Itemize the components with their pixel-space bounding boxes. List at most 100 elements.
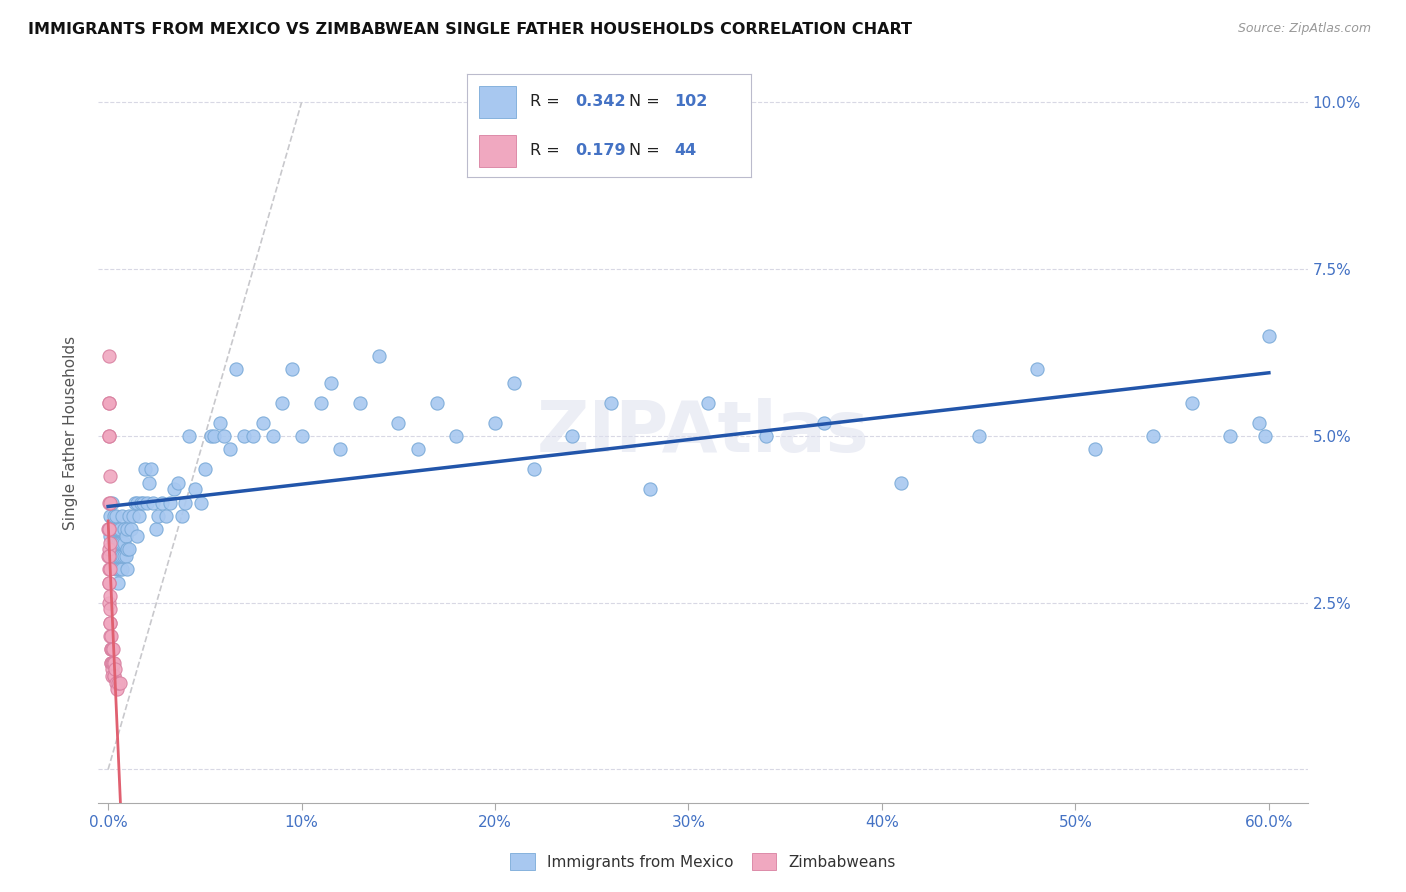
Point — [98, 596, 121, 610]
Point — [108, 675, 131, 690]
Point — [114, 549, 136, 563]
Point — [118, 508, 141, 523]
Point — [118, 542, 141, 557]
Point — [638, 483, 661, 497]
Point — [105, 682, 128, 697]
Point — [967, 429, 990, 443]
Point — [111, 535, 134, 549]
Point — [104, 675, 127, 690]
Point — [1257, 329, 1279, 343]
Point — [100, 656, 122, 670]
Point — [98, 522, 121, 536]
Point — [600, 395, 623, 409]
Point — [309, 395, 332, 409]
Point — [194, 462, 217, 476]
Point — [98, 496, 121, 510]
Point — [112, 535, 135, 549]
Point — [134, 462, 156, 476]
Point — [100, 615, 122, 630]
Point — [112, 522, 135, 536]
Point — [122, 508, 145, 523]
Point — [103, 669, 125, 683]
Point — [97, 429, 120, 443]
Point — [98, 535, 121, 549]
Point — [101, 669, 124, 683]
Point — [104, 508, 127, 523]
Point — [127, 529, 149, 543]
Point — [225, 362, 247, 376]
Point — [368, 349, 391, 363]
Point — [98, 575, 121, 590]
Point — [148, 508, 170, 523]
Point — [426, 395, 449, 409]
Point — [349, 395, 371, 409]
Point — [184, 483, 207, 497]
Point — [387, 416, 409, 430]
Point — [100, 642, 122, 657]
Point — [150, 496, 173, 510]
Text: Source: ZipAtlas.com: Source: ZipAtlas.com — [1237, 22, 1371, 36]
Point — [107, 575, 129, 590]
Point — [98, 562, 121, 576]
Y-axis label: Single Father Households: Single Father Households — [63, 335, 77, 530]
Text: ZIPAtlas: ZIPAtlas — [537, 398, 869, 467]
Point — [97, 395, 120, 409]
Point — [290, 429, 312, 443]
Point — [138, 475, 160, 490]
Point — [117, 522, 139, 536]
Point — [139, 462, 162, 476]
Point — [98, 575, 121, 590]
Point — [124, 496, 146, 510]
Point — [98, 549, 121, 563]
Point — [107, 675, 129, 690]
Point — [1254, 429, 1277, 443]
Point — [98, 629, 121, 643]
Point — [104, 535, 127, 549]
Point — [170, 508, 193, 523]
Point — [329, 442, 352, 457]
Point — [890, 475, 912, 490]
Point — [101, 656, 124, 670]
Point — [204, 429, 226, 443]
Point — [319, 376, 342, 390]
Point — [103, 656, 125, 670]
Legend: Immigrants from Mexico, Zimbabweans: Immigrants from Mexico, Zimbabweans — [505, 847, 901, 877]
Point — [117, 542, 139, 557]
Point — [97, 542, 120, 557]
Point — [1219, 429, 1241, 443]
Point — [103, 669, 125, 683]
Point — [252, 416, 274, 430]
Point — [100, 629, 122, 643]
Point — [101, 522, 124, 536]
Point — [108, 535, 131, 549]
Point — [98, 602, 121, 616]
Point — [200, 429, 222, 443]
Point — [98, 529, 121, 543]
Point — [159, 496, 181, 510]
Point — [232, 429, 254, 443]
Point — [262, 429, 284, 443]
Point — [107, 562, 129, 576]
Point — [98, 469, 121, 483]
Point — [101, 642, 124, 657]
Point — [271, 395, 294, 409]
Point — [97, 549, 120, 563]
Point — [100, 656, 122, 670]
Point — [98, 508, 121, 523]
Point — [128, 508, 150, 523]
Point — [242, 429, 264, 443]
Point — [111, 562, 134, 576]
Point — [100, 662, 122, 676]
Point — [104, 522, 127, 536]
Point — [120, 522, 142, 536]
Point — [174, 496, 197, 510]
Point — [132, 496, 155, 510]
Point — [1025, 362, 1047, 376]
Point — [166, 475, 188, 490]
Point — [219, 442, 242, 457]
Point — [117, 562, 139, 576]
Point — [755, 429, 778, 443]
Point — [179, 429, 201, 443]
Point — [1084, 442, 1107, 457]
Point — [523, 462, 546, 476]
